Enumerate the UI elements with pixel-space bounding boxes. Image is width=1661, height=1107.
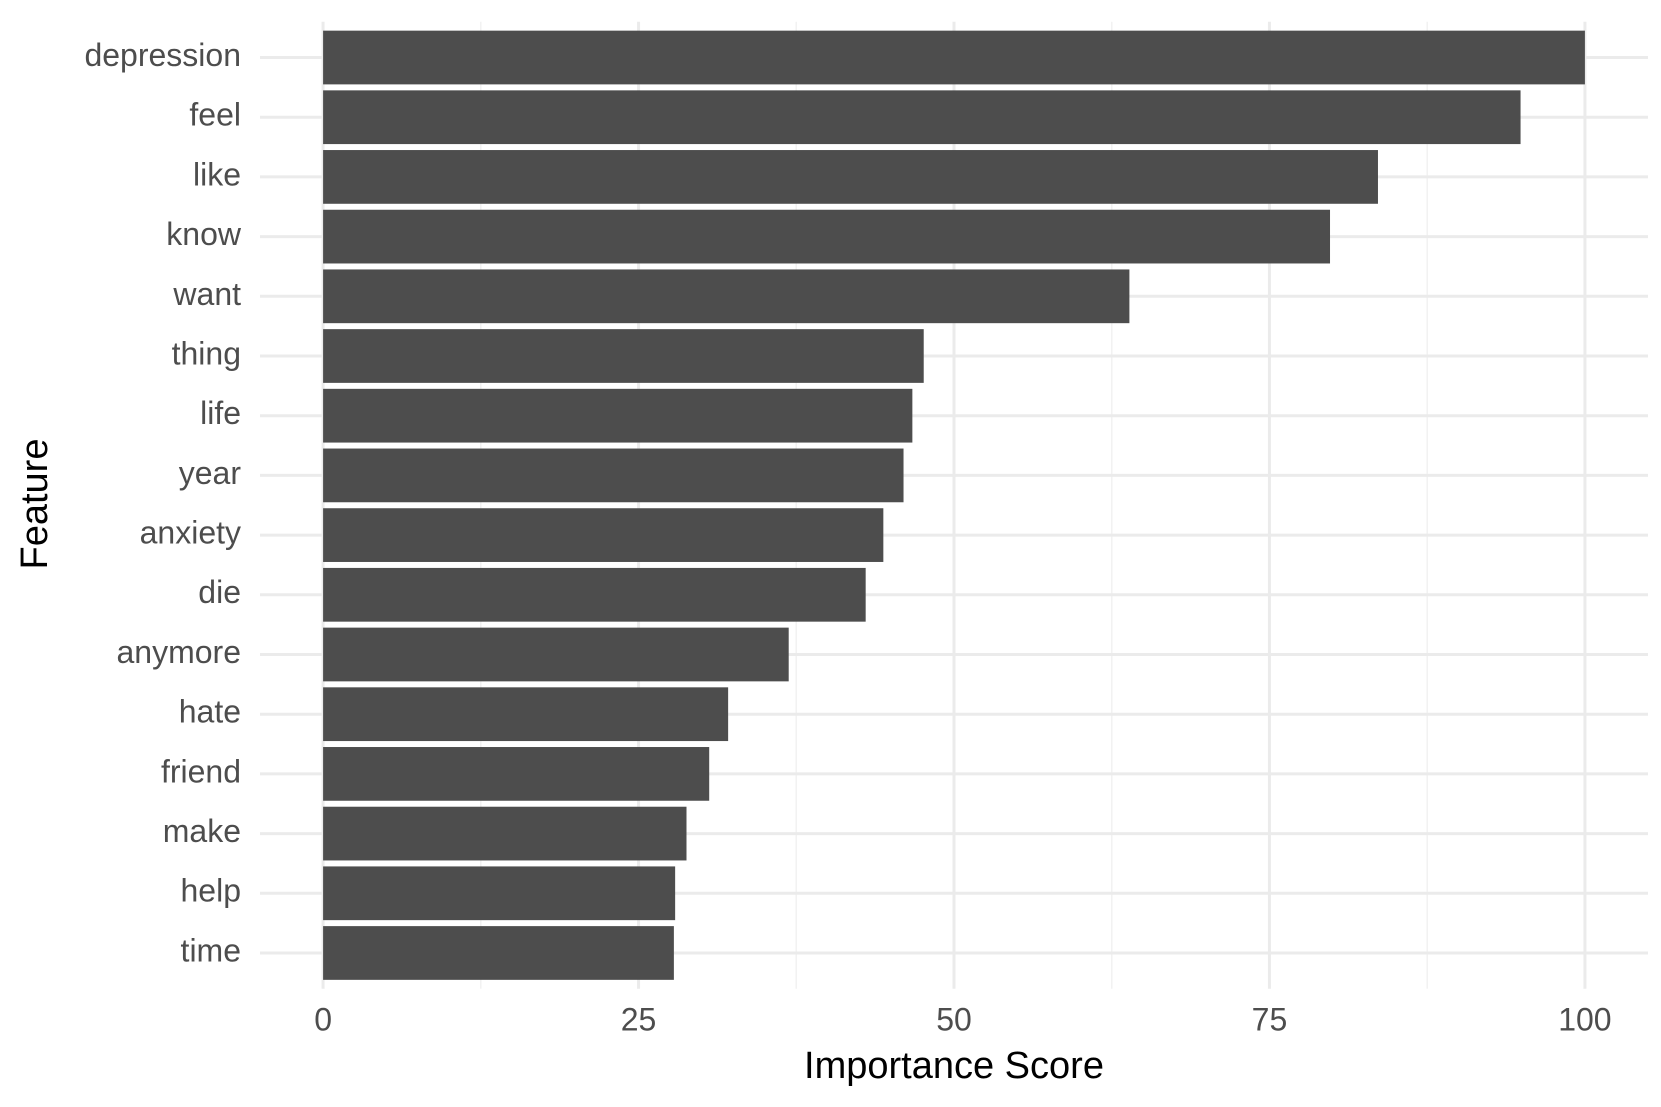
bar [323, 448, 904, 503]
x-tick-label: 25 [621, 1001, 657, 1037]
x-tick-label: 75 [1252, 1001, 1288, 1037]
bar [323, 567, 866, 622]
x-tick-label: 100 [1558, 1001, 1611, 1037]
y-tick-label: hate [179, 694, 241, 730]
bar [323, 806, 687, 861]
x-tick-label: 0 [314, 1001, 332, 1037]
bar [323, 926, 674, 980]
y-tick-label: make [163, 813, 241, 849]
bar [323, 388, 913, 443]
y-tick-label: like [193, 156, 241, 192]
x-tick-label: 50 [936, 1001, 972, 1037]
y-tick-label: friend [161, 753, 241, 789]
bar [323, 209, 1331, 264]
y-tick-label: year [179, 455, 242, 491]
bar [323, 329, 924, 383]
bar [323, 508, 884, 562]
bar [323, 687, 729, 742]
y-tick-label: know [166, 216, 242, 252]
bars [323, 30, 1585, 980]
bar [323, 866, 676, 921]
bar [323, 627, 789, 682]
y-tick-label: time [181, 932, 241, 968]
y-tick-label: feel [189, 97, 241, 133]
bar [323, 30, 1585, 85]
y-tick-label: thing [172, 335, 241, 371]
y-tick-label: depression [84, 37, 241, 73]
y-tick-label: anxiety [140, 515, 241, 551]
bar [323, 150, 1378, 204]
y-tick-label: help [181, 873, 242, 909]
bar [323, 90, 1521, 145]
bar [323, 747, 710, 801]
y-tick-label: life [200, 395, 241, 431]
y-tick-label: die [198, 574, 241, 610]
bar [323, 269, 1130, 324]
y-tick-label: want [172, 276, 241, 312]
x-axis-title: Importance Score [804, 1045, 1104, 1087]
y-axis-title: Feature [14, 439, 56, 570]
y-tick-label: anymore [117, 634, 242, 670]
